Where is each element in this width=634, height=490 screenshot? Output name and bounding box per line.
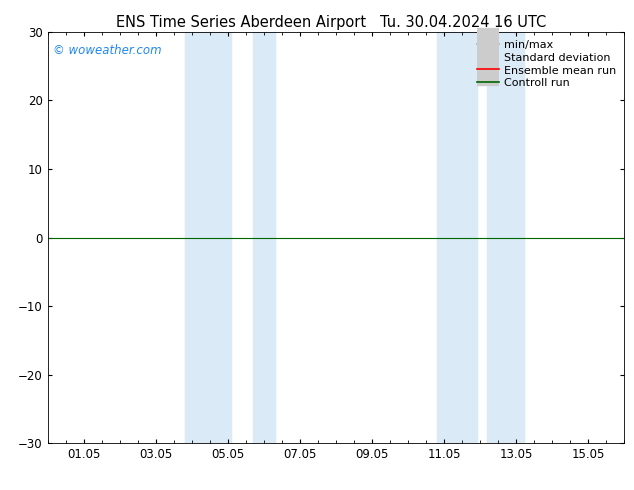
Bar [253, 32, 275, 443]
Bar [437, 32, 477, 443]
Bar [184, 32, 231, 443]
Legend: min/max, Standard deviation, Ensemble mean run, Controll run: min/max, Standard deviation, Ensemble me… [472, 35, 621, 93]
Text: Tu. 30.04.2024 16 UTC: Tu. 30.04.2024 16 UTC [380, 15, 546, 30]
Text: © woweather.com: © woweather.com [53, 44, 162, 57]
Bar [488, 32, 524, 443]
Text: ENS Time Series Aberdeen Airport: ENS Time Series Aberdeen Airport [116, 15, 366, 30]
